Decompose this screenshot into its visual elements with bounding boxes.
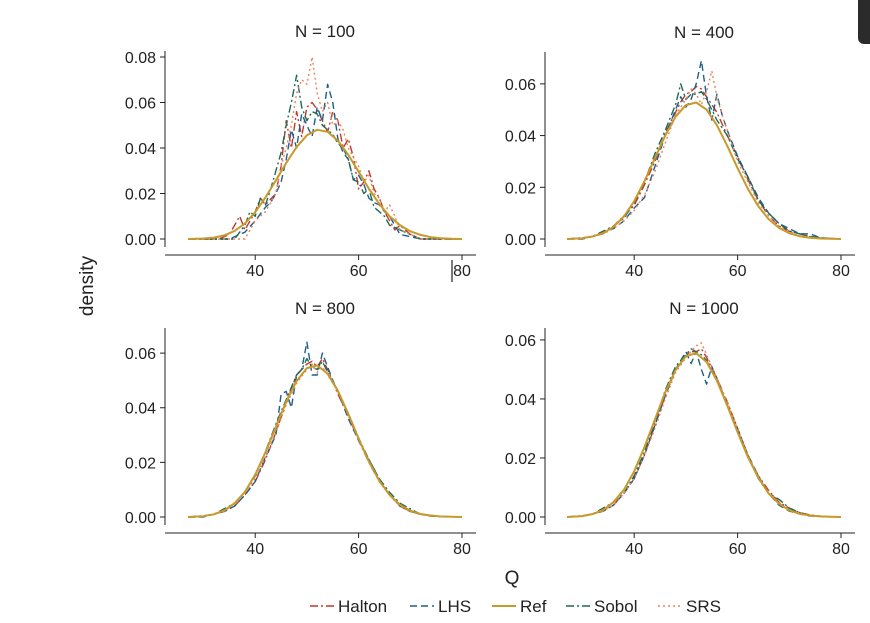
y-tick-label: 0.04 <box>505 129 536 146</box>
x-tick-label: 80 <box>453 541 471 558</box>
y-tick-label: 0.00 <box>125 232 156 249</box>
x-tick-label: 80 <box>453 263 471 280</box>
series-line-srs <box>188 56 462 240</box>
panel-title: N = 1000 <box>669 299 738 318</box>
legend-item-ref: Ref <box>492 597 547 616</box>
y-tick-label: 0.08 <box>125 50 156 67</box>
series-line-sobol <box>566 83 842 240</box>
x-tick-label: 40 <box>246 263 264 280</box>
y-tick-label: 0.06 <box>505 333 536 350</box>
x-tick-label: 40 <box>625 541 643 558</box>
x-tick-label: 60 <box>729 541 747 558</box>
series-line-srs <box>566 70 842 240</box>
series-line-lhs <box>188 83 462 240</box>
legend-item-sobol: Sobol <box>566 597 637 616</box>
series-line-halton <box>187 357 463 518</box>
y-tick-label: 0.06 <box>505 77 536 94</box>
series-line-ref <box>187 364 463 518</box>
legend-label: SRS <box>686 597 721 616</box>
series-line-halton <box>566 85 842 240</box>
y-tick-label: 0.00 <box>505 510 536 527</box>
legend-item-srs: SRS <box>658 597 721 616</box>
y-tick-label: 0.02 <box>125 187 156 204</box>
y-axis-label: density <box>77 255 98 316</box>
series-line-lhs <box>566 351 842 518</box>
y-tick-label: 0.06 <box>125 96 156 113</box>
panel-1: N = 100 0.00 0.02 0.04 0.06 0.08 40 60 80 <box>125 22 476 280</box>
legend-label: Halton <box>338 597 387 616</box>
y-tick-label: 0.02 <box>505 180 536 197</box>
panel-title: N = 400 <box>674 23 734 42</box>
y-tick-label: 0.00 <box>125 510 156 527</box>
panel-2: N = 400 0.00 0.02 0.04 0.06 40 60 80 <box>505 23 855 280</box>
y-tick-label: 0.06 <box>125 346 156 363</box>
x-tick-label: 80 <box>832 263 850 280</box>
legend-item-lhs: LHS <box>410 597 471 616</box>
x-tick-label: 60 <box>350 541 368 558</box>
panel-3: N = 800 0.00 0.02 0.04 0.06 40 60 80 <box>125 299 476 558</box>
series-line-sobol <box>566 348 842 518</box>
series-line-sobol <box>187 357 463 518</box>
window-edge-tab <box>858 0 870 44</box>
y-tick-label: 0.04 <box>505 392 536 409</box>
x-tick-label: 60 <box>729 263 747 280</box>
x-tick-label: 60 <box>350 263 368 280</box>
x-axis-label: Q <box>505 568 520 589</box>
y-tick-label: 0.04 <box>125 401 156 418</box>
series-line-halton <box>188 101 462 240</box>
y-tick-label: 0.02 <box>505 451 536 468</box>
y-tick-label: 0.02 <box>125 455 156 472</box>
x-tick-label: 40 <box>625 263 643 280</box>
legend-item-halton: Halton <box>310 597 387 616</box>
y-tick-label: 0.04 <box>125 141 156 158</box>
series-line-srs <box>187 363 463 518</box>
legend-label: Ref <box>520 597 547 616</box>
series-line-ref <box>187 128 463 240</box>
series-line-sobol <box>188 74 462 240</box>
legend-label: Sobol <box>594 597 637 616</box>
series-line-srs <box>566 342 842 518</box>
x-tick-label: 80 <box>832 541 850 558</box>
series-line-ref <box>566 101 842 240</box>
series-line-lhs <box>567 59 842 240</box>
y-tick-label: 0.00 <box>505 232 536 249</box>
panel-title: N = 100 <box>295 22 355 41</box>
series-line-ref <box>566 352 842 518</box>
legend: Halton LHS Ref Sobol SRS <box>310 597 721 616</box>
legend-label: LHS <box>438 597 471 616</box>
panel-4: N = 1000 0.00 0.02 0.04 0.06 40 60 80 <box>505 299 855 558</box>
panel-title: N = 800 <box>295 299 355 318</box>
series-line-lhs <box>188 341 463 518</box>
series-line-halton <box>566 348 842 518</box>
x-tick-label: 40 <box>246 541 264 558</box>
